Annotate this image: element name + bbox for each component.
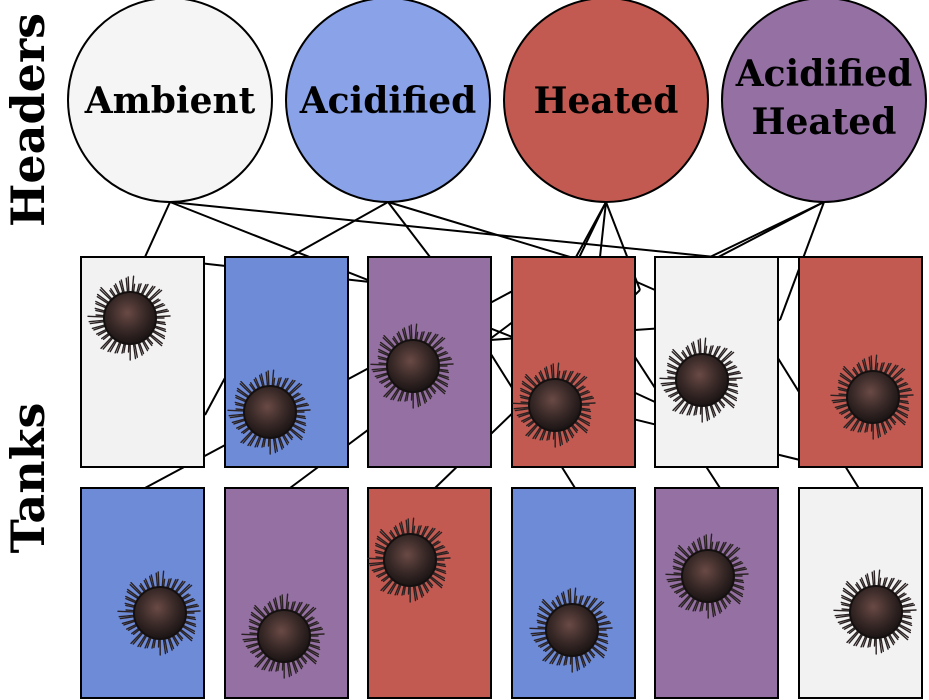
tank-ambient — [80, 256, 205, 468]
connector-line-acidified-heated — [709, 201, 825, 258]
tank-heated — [367, 487, 492, 699]
urchins — [87, 275, 917, 679]
header-label-acidified: Acidified — [299, 80, 477, 122]
headers-side-label: Headers — [1, 13, 55, 227]
connector-line-acidified — [289, 201, 389, 258]
header-circle-acidified — [285, 0, 491, 203]
connector-line-acidified — [387, 201, 571, 258]
tank-heated — [798, 256, 923, 468]
tank-acidified — [224, 256, 349, 468]
connector-line-acidified — [387, 201, 431, 258]
header-label-acidified-heated: Heated — [752, 101, 897, 143]
header-label-heated: Heated — [534, 80, 679, 122]
tank-acidified — [511, 487, 636, 699]
header-label-ambient: Ambient — [84, 80, 256, 122]
header-circle-heated — [503, 0, 709, 203]
tank-acidified-heated — [224, 487, 349, 699]
connector-line-heated — [599, 201, 607, 258]
tanks — [80, 256, 923, 699]
header-label-acidified-heated: Acidified — [735, 53, 913, 95]
header-circle-acidified-heated — [721, 0, 927, 203]
treatment-headers: Ambient Acidified Heated Acidified Heated — [67, 0, 927, 203]
header-circle-ambient — [67, 0, 273, 203]
connector-line-ambient — [169, 201, 716, 258]
connector-line-ambient — [144, 201, 171, 258]
connector-line-heated — [144, 256, 577, 489]
tanks-side-label: Tanks — [1, 403, 55, 554]
